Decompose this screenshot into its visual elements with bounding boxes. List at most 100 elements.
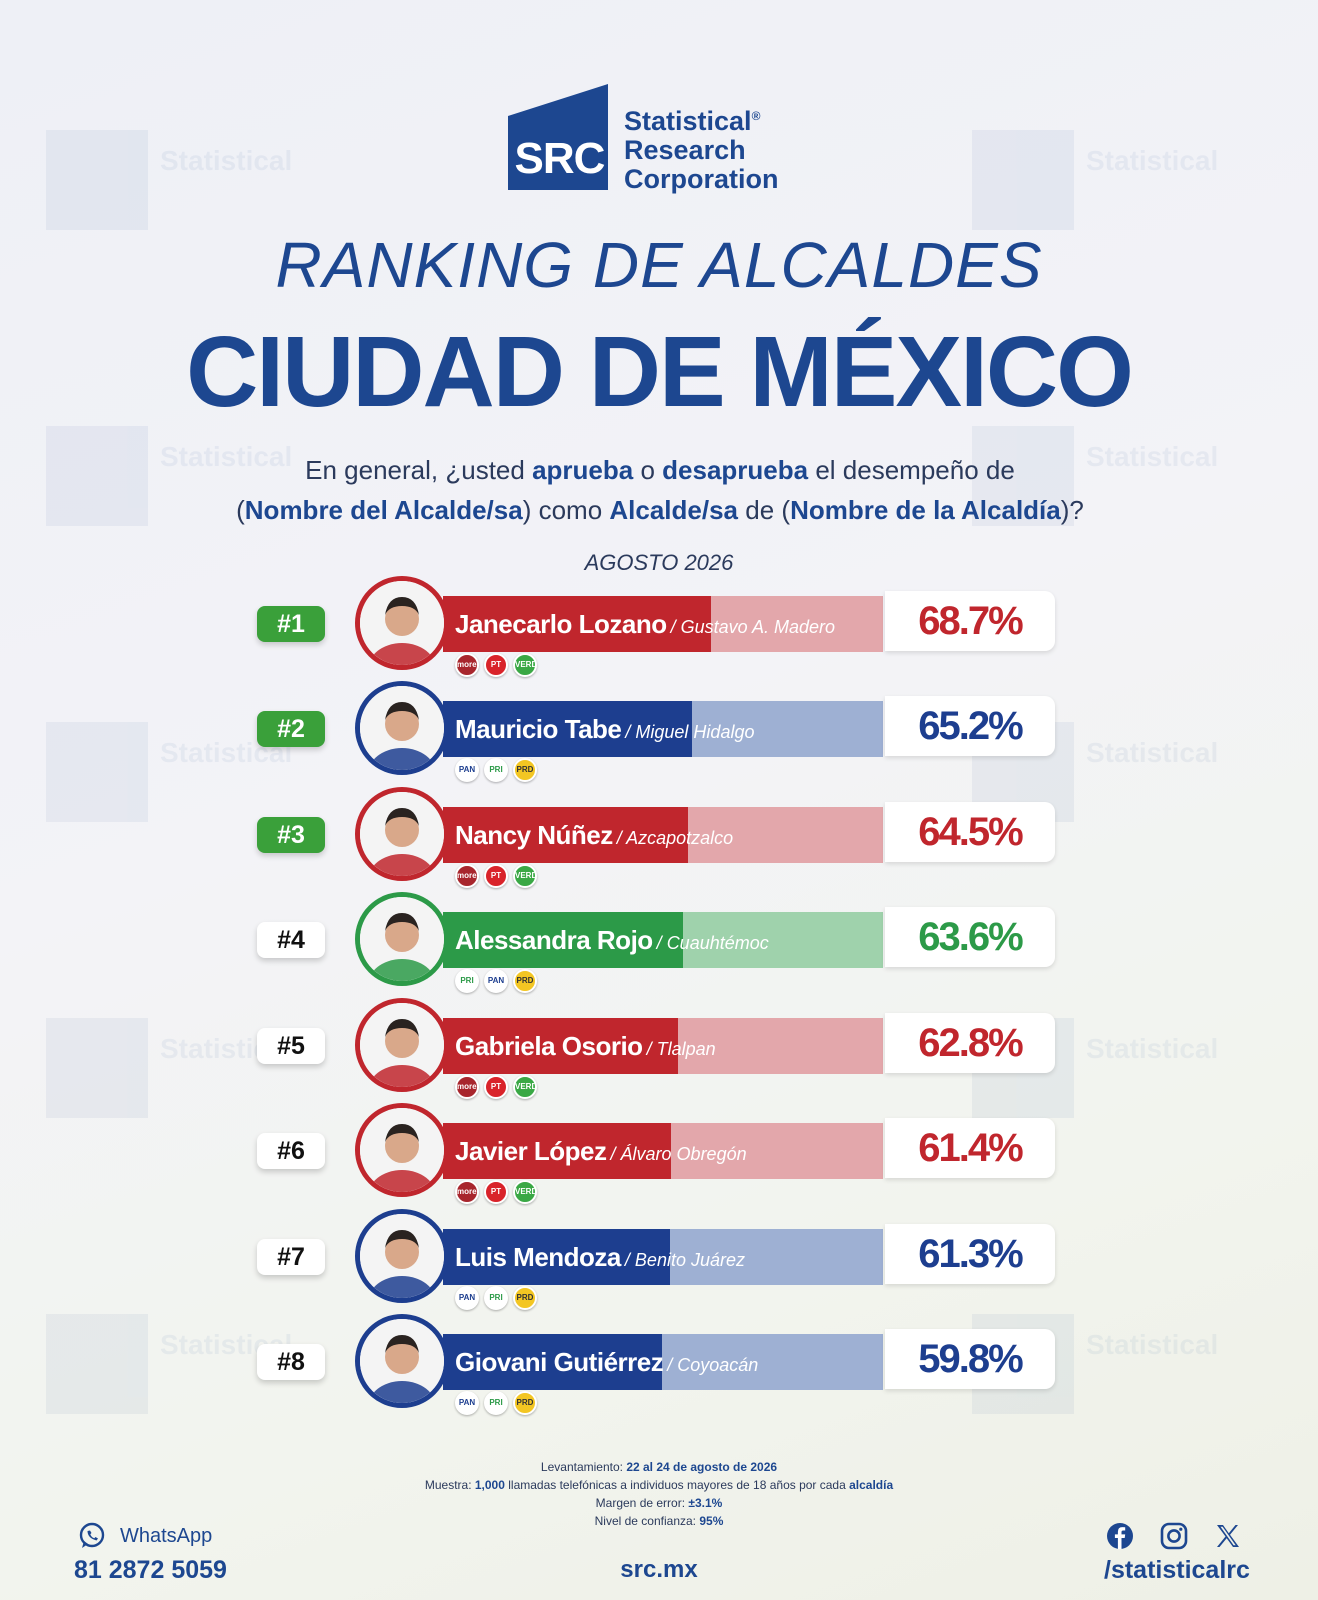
approval-bar-remainder — [670, 1123, 883, 1179]
method-value: alcaldía — [849, 1478, 894, 1492]
watermark-logo: Statistical — [46, 130, 346, 240]
method-value: 95% — [699, 1514, 724, 1528]
candidate-avatar — [355, 787, 449, 881]
rank-badge: #8 — [257, 1344, 325, 1380]
approval-bar-fill — [443, 1123, 671, 1179]
candidate-name: Javier López — [455, 1136, 607, 1166]
brand-logo: SRC Statistical® Research Corporation — [508, 84, 818, 194]
approval-bar-fill — [443, 912, 683, 968]
party-logos: morenaPTVERDE — [455, 653, 537, 677]
question-bold: Nombre de la Alcaldía — [790, 495, 1061, 525]
approval-bar-fill — [443, 596, 711, 652]
ranking-row: #2 Mauricio Tabe / Miguel Hidalgo 65.2% PAN P… — [255, 678, 1060, 782]
candidate-name: Giovani Gutiérrez — [455, 1347, 664, 1377]
candidate-avatar — [355, 1314, 449, 1408]
approval-percentage: 68.7% — [918, 599, 1023, 643]
party-logo-prd-icon: PRD — [513, 758, 537, 782]
question-bold: desaprueba — [662, 455, 809, 485]
approval-percentage: 64.5% — [918, 810, 1023, 854]
question-bold: Alcalde/sa — [609, 495, 739, 525]
rank-badge: #4 — [257, 922, 325, 958]
whatsapp-contact[interactable]: WhatsApp — [78, 1522, 212, 1550]
question-bold: Nombre del Alcalde/sa — [244, 495, 523, 525]
percentage-box: 62.8% — [885, 1013, 1055, 1073]
party-logo-pt-icon: PT — [484, 864, 508, 888]
approval-percentage: 65.2% — [918, 704, 1023, 748]
party-logo-pri-icon: PRI — [484, 1391, 508, 1415]
instagram-icon[interactable] — [1160, 1522, 1188, 1550]
rank-badge: #3 — [257, 817, 325, 853]
approval-bar — [443, 1334, 883, 1390]
candidate-label: Janecarlo Lozano / Gustavo A. Madero — [455, 609, 835, 640]
candidate-name: Janecarlo Lozano — [455, 609, 667, 639]
percentage-box: 61.3% — [885, 1224, 1055, 1284]
candidate-avatar — [355, 1103, 449, 1197]
method-label: Margen de error: — [595, 1496, 689, 1510]
website-link[interactable]: src.mx — [620, 1556, 698, 1583]
party-logo-verde-icon: VERDE — [513, 1075, 537, 1099]
rank-badge: #2 — [257, 711, 325, 747]
ranking-row: #5 Gabriela Osorio/ Tlalpan 62.8% morenaPTV… — [255, 995, 1060, 1099]
candidate-label: Nancy Núñez / Azcapotzalco — [455, 820, 733, 851]
approval-percentage: 61.3% — [918, 1232, 1023, 1276]
separator: / — [646, 1039, 657, 1059]
approval-bar — [443, 596, 883, 652]
candidate-name: Luis Mendoza — [455, 1242, 621, 1272]
candidate-avatar — [355, 681, 449, 775]
candidate-label: Mauricio Tabe / Miguel Hidalgo — [455, 714, 754, 745]
ranking-row: #7 Luis Mendoza / Benito Juárez 61.3% PAN PRI… — [255, 1206, 1060, 1310]
party-logo-morena-icon: morena — [455, 1075, 479, 1099]
ranking-row: #6 Javier López/ Álvaro Obregón 61.4% moren… — [255, 1100, 1060, 1204]
approval-percentage: 62.8% — [918, 1021, 1023, 1065]
question-text: de ( — [738, 495, 791, 525]
party-logos: morenaPTVERDE — [455, 1180, 537, 1204]
separator: / — [616, 828, 627, 848]
percentage-box: 63.6% — [885, 907, 1055, 967]
brand-name-line2: Research — [624, 135, 746, 165]
brand-name-line1: Statistical — [624, 106, 752, 136]
percentage-box: 65.2% — [885, 696, 1055, 756]
approval-bar-fill — [443, 807, 688, 863]
method-label: Levantamiento: — [540, 1460, 627, 1474]
candidate-name: Nancy Núñez — [455, 820, 613, 850]
whatsapp-label: WhatsApp — [120, 1524, 213, 1547]
whatsapp-number[interactable]: 81 2872 5059 — [74, 1556, 227, 1584]
borough-name: Benito Juárez — [634, 1250, 745, 1270]
candidate-label: Giovani Gutiérrez / Coyoacán — [455, 1347, 758, 1378]
method-label: Muestra: — [424, 1478, 475, 1492]
facebook-icon[interactable] — [1106, 1522, 1134, 1550]
party-logo-morena-icon: morena — [455, 864, 479, 888]
brand-name: Statistical® Research Corporation — [624, 102, 779, 194]
rank-badge: #6 — [257, 1133, 325, 1169]
party-logo-morena-icon: morena — [455, 653, 479, 677]
candidate-avatar — [355, 892, 449, 986]
logo-src-text: SRC — [514, 134, 606, 183]
party-logos: morenaPTVERDE — [455, 1075, 537, 1099]
party-logos: PAN PRI PRD — [455, 758, 537, 782]
method-value: ±3.1% — [688, 1496, 723, 1510]
separator: / — [667, 1355, 678, 1375]
approval-bar — [443, 912, 883, 968]
headline: RANKING DE ALCALDES — [275, 229, 1043, 301]
candidate-label: Gabriela Osorio / Tlalpan — [455, 1031, 716, 1062]
party-logo-pri-icon: PRI — [484, 1286, 508, 1310]
approval-percentage: 59.8% — [918, 1337, 1023, 1381]
brand-name-line3: Corporation — [624, 164, 779, 194]
ranking-row: #3 Nancy Núñez/ Azcapotzalco 64.5% morenaPT… — [255, 784, 1060, 888]
party-logo-pt-icon: PT — [484, 1075, 508, 1099]
survey-period: AGOSTO 2026 — [584, 550, 734, 575]
approval-bar-remainder — [661, 1334, 883, 1390]
candidate-name: Mauricio Tabe — [455, 714, 622, 744]
approval-percentage: 61.4% — [918, 1126, 1023, 1170]
social-handle[interactable]: /statisticalrc — [1104, 1556, 1250, 1584]
method-value: 1,000 — [474, 1478, 505, 1492]
approval-bar — [443, 1018, 883, 1074]
separator: / — [624, 1250, 635, 1270]
watermark-logo: Statistical — [46, 426, 346, 536]
approval-bar-remainder — [670, 1229, 883, 1285]
x-twitter-icon[interactable] — [1214, 1522, 1242, 1550]
borough-name: Álvaro Obregón — [620, 1144, 747, 1164]
party-logo-prd-icon: PRD — [513, 969, 537, 993]
separator: / — [670, 617, 681, 637]
